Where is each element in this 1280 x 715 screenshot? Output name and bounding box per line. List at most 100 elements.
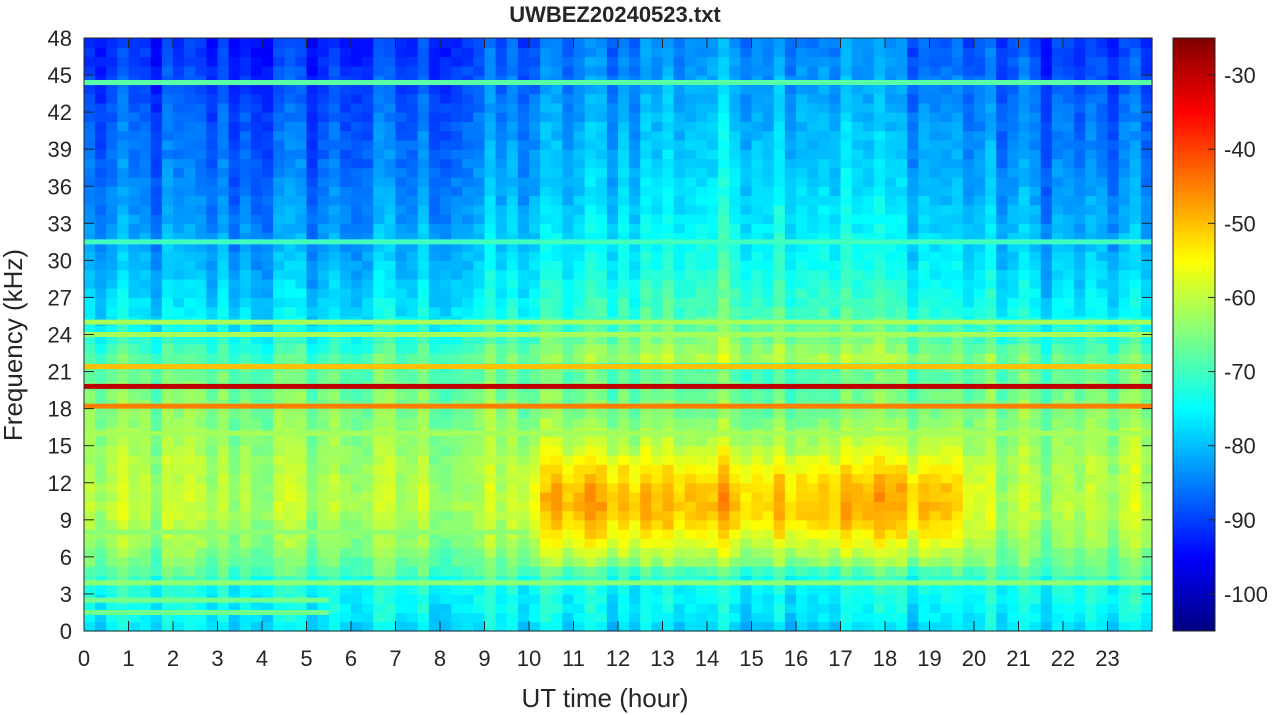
- heatmap-cell: [440, 519, 452, 530]
- heatmap-cell: [606, 538, 619, 549]
- heatmap-cell: [351, 417, 363, 428]
- heatmap-cell: [484, 621, 497, 632]
- heatmap-cell: [117, 306, 130, 317]
- heatmap-cell: [428, 334, 441, 345]
- heatmap-cell: [929, 84, 942, 95]
- heatmap-cell: [273, 306, 285, 317]
- heatmap-cell: [595, 251, 608, 261]
- heatmap-cell: [640, 454, 652, 465]
- heatmap-cell: [317, 306, 330, 317]
- heatmap-cell: [618, 353, 630, 363]
- heatmap-cell: [250, 251, 263, 261]
- heatmap-cell: [684, 241, 697, 252]
- heatmap-cell: [284, 176, 296, 187]
- heatmap-cell: [273, 473, 285, 484]
- heatmap-cell: [317, 603, 330, 614]
- heatmap-cell: [239, 93, 252, 104]
- heatmap-cell: [451, 84, 463, 95]
- heatmap-cell: [718, 510, 730, 521]
- heatmap-cell: [250, 195, 263, 206]
- heatmap-cell: [595, 454, 608, 465]
- heatmap-cell: [818, 251, 830, 261]
- heatmap-cell: [462, 547, 474, 558]
- heatmap-cell: [451, 149, 463, 160]
- heatmap-cell: [951, 612, 964, 623]
- heatmap-cell: [673, 612, 686, 623]
- heatmap-cell: [206, 353, 219, 363]
- heatmap-cell: [462, 510, 474, 521]
- heatmap-cell: [695, 65, 708, 76]
- heatmap-cell: [818, 65, 830, 76]
- heatmap-cell: [95, 436, 107, 447]
- heatmap-cell: [651, 556, 664, 567]
- heatmap-cell: [173, 130, 185, 141]
- heatmap-cell: [640, 260, 652, 271]
- heatmap-cell: [829, 566, 842, 577]
- heatmap-cell: [840, 334, 853, 345]
- heatmap-cell: [150, 538, 163, 549]
- heatmap-cell: [484, 232, 497, 243]
- heatmap-cell: [818, 353, 830, 363]
- heatmap-cell: [273, 269, 285, 280]
- heatmap-cell: [940, 473, 953, 484]
- heatmap-cell: [784, 454, 797, 465]
- heatmap-cell: [718, 176, 730, 187]
- heatmap-cell: [195, 269, 207, 280]
- heatmap-cell: [840, 93, 853, 104]
- heatmap-cell: [395, 186, 408, 197]
- heatmap-cell: [907, 112, 919, 122]
- heatmap-cell: [929, 121, 942, 132]
- heatmap-cell: [729, 473, 741, 484]
- heatmap-cell: [228, 538, 241, 549]
- heatmap-cell: [95, 445, 107, 456]
- heatmap-cell: [840, 371, 853, 382]
- heatmap-cell: [707, 501, 719, 512]
- heatmap-cell: [106, 482, 118, 493]
- heatmap-cell: [161, 278, 174, 289]
- heatmap-cell: [729, 408, 741, 419]
- heatmap-cell: [284, 454, 296, 465]
- heatmap-cell: [807, 93, 819, 104]
- heatmap-cell: [851, 232, 864, 243]
- heatmap-cell: [384, 278, 397, 289]
- heatmap-cell: [851, 204, 864, 215]
- heatmap-cell: [384, 186, 397, 197]
- heatmap-cell: [273, 556, 285, 567]
- heatmap-cell: [673, 473, 686, 484]
- heatmap-cell: [106, 93, 118, 104]
- heatmap-cell: [918, 473, 931, 484]
- heatmap-cell: [495, 454, 508, 465]
- heatmap-cell: [161, 167, 174, 178]
- heatmap-cell: [317, 158, 330, 169]
- heatmap-cell: [473, 353, 486, 363]
- heatmap-cell: [918, 343, 931, 354]
- heatmap-cell: [484, 343, 497, 354]
- heatmap-cell: [351, 288, 363, 299]
- heatmap-cell: [306, 454, 319, 465]
- heatmap-cell: [629, 343, 641, 354]
- heatmap-cell: [339, 176, 352, 187]
- heatmap-cell: [684, 593, 697, 604]
- heatmap-cell: [851, 556, 864, 567]
- heatmap-cell: [161, 325, 174, 336]
- heatmap-cell: [217, 195, 230, 206]
- heatmap-cell: [428, 417, 441, 428]
- heatmap-cell: [840, 556, 853, 567]
- heatmap-cell: [473, 297, 486, 308]
- heatmap-cell: [718, 297, 730, 308]
- heatmap-cell: [529, 167, 541, 178]
- heatmap-cell: [517, 566, 530, 577]
- heatmap-cell: [751, 556, 764, 567]
- heatmap-cell: [851, 278, 864, 289]
- heatmap-cell: [239, 417, 252, 428]
- heatmap-cell: [896, 241, 908, 252]
- heatmap-cell: [796, 566, 808, 577]
- heatmap-cell: [217, 417, 230, 428]
- heatmap-cell: [517, 186, 530, 197]
- heatmap-cell: [373, 325, 385, 336]
- heatmap-cell: [896, 492, 908, 502]
- heatmap-cell: [562, 112, 575, 122]
- heatmap-cell: [651, 251, 664, 261]
- heatmap-cell: [473, 84, 486, 95]
- heatmap-cell: [929, 149, 942, 160]
